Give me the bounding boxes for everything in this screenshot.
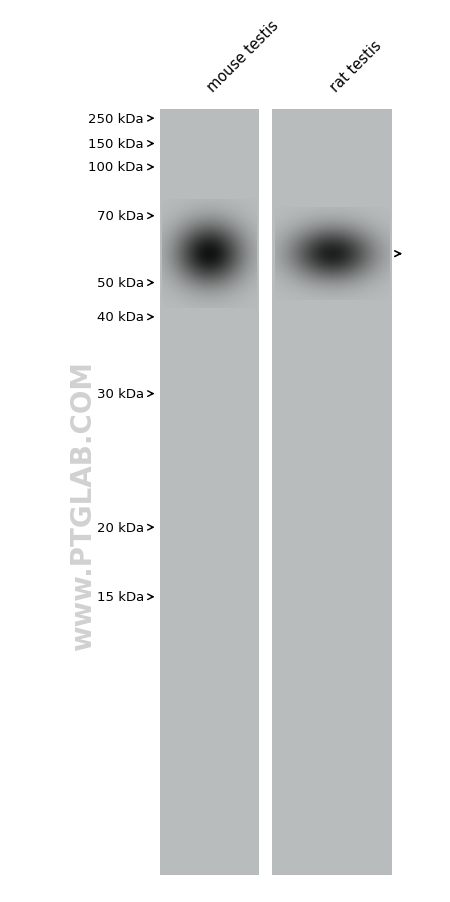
Bar bbox=[272, 110, 392, 875]
Text: www.PTGLAB.COM: www.PTGLAB.COM bbox=[69, 360, 97, 650]
Text: 150 kDa: 150 kDa bbox=[88, 138, 144, 151]
Text: 70 kDa: 70 kDa bbox=[97, 210, 144, 223]
Text: 50 kDa: 50 kDa bbox=[97, 277, 144, 290]
Text: 100 kDa: 100 kDa bbox=[89, 161, 144, 174]
Text: rat testis: rat testis bbox=[328, 38, 384, 95]
Text: 30 kDa: 30 kDa bbox=[97, 388, 144, 400]
Text: mouse testis: mouse testis bbox=[205, 18, 282, 95]
Text: 20 kDa: 20 kDa bbox=[97, 521, 144, 534]
Bar bbox=[160, 110, 259, 875]
Text: 40 kDa: 40 kDa bbox=[97, 311, 144, 324]
Text: 15 kDa: 15 kDa bbox=[97, 591, 144, 603]
Text: 250 kDa: 250 kDa bbox=[88, 113, 144, 125]
